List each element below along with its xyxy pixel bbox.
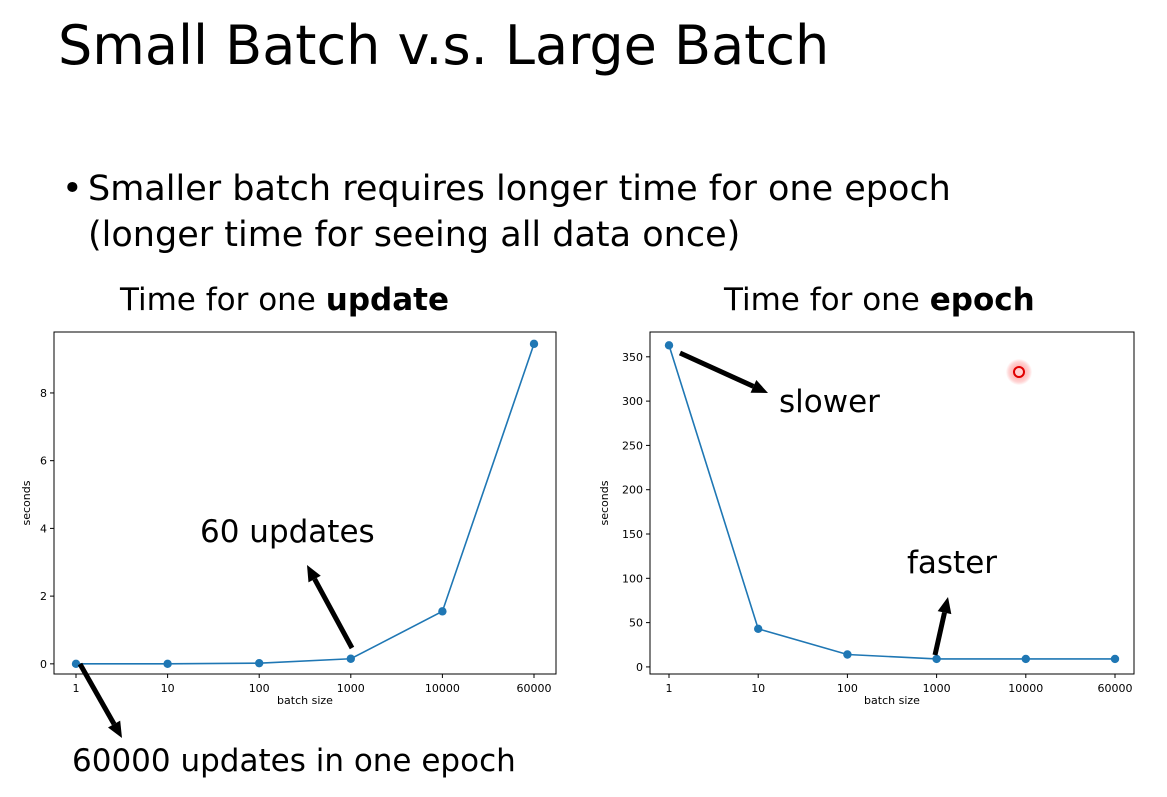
- data-point-right: [754, 624, 763, 634]
- slide-title: Small Batch v.s. Large Batch: [58, 14, 830, 77]
- arrow-60000-updates-shaft: [77, 662, 117, 726]
- y-tick-label-right: 150: [622, 528, 643, 541]
- data-point-right: [1021, 654, 1030, 664]
- arrow-60000-updates: [77, 662, 122, 738]
- data-point-left: [71, 659, 81, 669]
- x-tick-label-left: 10: [161, 682, 175, 695]
- y-tick-label-left: 4: [40, 522, 47, 535]
- y-tick-label-right: 300: [622, 395, 643, 408]
- annotation-60000-updates: 60000 updates in one epoch: [72, 743, 516, 779]
- x-tick-label-right: 60000: [1098, 682, 1133, 695]
- x-tick-label-left: 100: [249, 682, 270, 695]
- bullet-line-2: (longer time for seeing all data once): [88, 215, 741, 255]
- x-tick-label-right: 1000: [923, 682, 951, 695]
- arrow-60-updates: [307, 565, 355, 650]
- x-axis-label-right: batch size: [864, 694, 920, 707]
- right-chart-heading: Time for one epoch: [724, 282, 1035, 318]
- bullet-text: Smaller batch requires longer time for o…: [88, 166, 951, 258]
- data-point-left: [346, 654, 355, 663]
- plot-frame-right: [649, 331, 1135, 675]
- annotation-faster: faster: [907, 545, 998, 581]
- x-tick-label-left: 1: [73, 682, 80, 695]
- data-point-right: [932, 654, 941, 664]
- y-tick-label-right: 250: [622, 439, 643, 452]
- annotation-slower: slower: [779, 384, 880, 420]
- arrow-slower: [678, 350, 768, 393]
- left-heading-bold: update: [325, 282, 449, 318]
- plot-frame-left: [53, 331, 557, 675]
- data-point-right: [843, 650, 852, 659]
- x-tick-label-left: 10000: [425, 682, 460, 695]
- data-point-right: [1110, 654, 1120, 664]
- x-tick-label-right: 1: [666, 682, 673, 695]
- series-line-right: [668, 345, 1115, 660]
- x-tick-label-left: 60000: [517, 682, 552, 695]
- data-point-right: [664, 341, 674, 350]
- data-point-left: [529, 339, 539, 349]
- y-tick-label-right: 200: [622, 484, 643, 497]
- right-heading-prefix: Time for one: [724, 282, 930, 318]
- bullet-symbol: •: [62, 169, 83, 209]
- arrow-60000-updates-head: [108, 720, 122, 738]
- data-point-left: [163, 659, 172, 669]
- data-point-left: [438, 607, 447, 616]
- series-line-left: [76, 343, 535, 665]
- x-tick-label-right: 10: [751, 682, 765, 695]
- arrow-faster-head: [937, 597, 952, 615]
- y-axis-label-right: seconds: [598, 480, 611, 525]
- annotation-60-updates: 60 updates: [200, 514, 375, 550]
- y-tick-label-left: 0: [40, 658, 47, 671]
- left-chart-heading: Time for one update: [120, 282, 449, 318]
- arrow-faster-shaft: [932, 612, 947, 656]
- bullet-point: • Smaller batch requires longer time for…: [62, 166, 951, 258]
- arrow-slower-shaft: [678, 350, 755, 389]
- bullet-line-1: Smaller batch requires longer time for o…: [88, 169, 951, 209]
- left-heading-prefix: Time for one: [120, 282, 326, 318]
- y-tick-label-right: 350: [622, 351, 643, 364]
- y-tick-label-right: 50: [629, 617, 643, 630]
- arrow-60-updates-shaft: [312, 577, 355, 650]
- y-tick-label-right: 100: [622, 572, 643, 585]
- y-tick-label-left: 2: [40, 590, 47, 603]
- data-point-left: [255, 658, 264, 668]
- arrow-faster: [932, 597, 952, 656]
- x-tick-label-right: 100: [837, 682, 858, 695]
- y-axis-label-left: seconds: [20, 480, 33, 525]
- x-axis-label-left: batch size: [277, 694, 333, 707]
- y-tick-label-left: 6: [40, 455, 47, 468]
- y-tick-label-left: 8: [40, 387, 47, 400]
- x-tick-label-right: 10000: [1008, 682, 1043, 695]
- y-tick-label-right: 0: [636, 661, 643, 674]
- laser-pointer-icon: [1006, 359, 1032, 385]
- arrow-slower-head: [750, 380, 768, 393]
- x-tick-label-left: 1000: [337, 682, 365, 695]
- arrow-60-updates-head: [307, 565, 321, 583]
- right-heading-bold: epoch: [929, 282, 1035, 318]
